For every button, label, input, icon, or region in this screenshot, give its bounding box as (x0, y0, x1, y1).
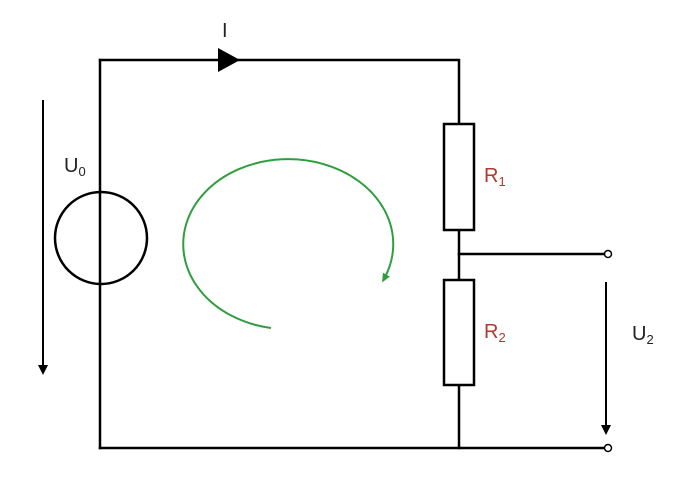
u2-label-sub: 2 (646, 332, 653, 347)
top-wire (98, 58, 461, 126)
source-label: U0 (64, 155, 86, 179)
source-label-sub: 0 (78, 164, 85, 179)
output-voltage-label: U2 (632, 323, 654, 347)
r1-label-sub: 1 (498, 174, 505, 189)
resistor-r1 (442, 122, 476, 232)
r1-label-main: R (484, 165, 498, 187)
resistor-r1-label: R1 (484, 165, 506, 189)
current-label: I (222, 20, 228, 42)
u2-label-main: U (632, 323, 646, 345)
source-label-main: U (64, 155, 78, 177)
mesh-direction-arrow-icon (182, 158, 395, 329)
voltage-source-symbol (53, 190, 149, 286)
r2-label-main: R (484, 321, 498, 343)
output-terminal-top (603, 249, 613, 259)
resistor-r2 (442, 278, 476, 387)
output-terminal-bottom (603, 443, 613, 453)
resistor-r2-label: R2 (484, 321, 506, 345)
r2-label-sub: 2 (498, 330, 505, 345)
current-arrow-icon (218, 48, 240, 72)
